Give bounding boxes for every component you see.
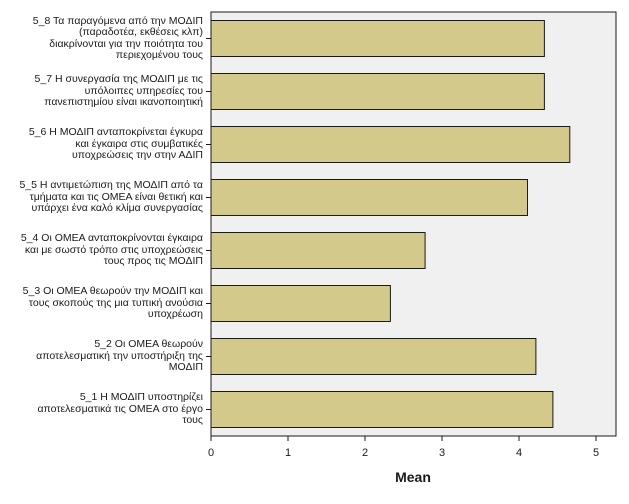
bar [210, 338, 537, 375]
x-axis-title: Mean [395, 469, 431, 485]
x-tick-label: 5 [593, 447, 599, 459]
bar [210, 126, 571, 163]
category-label: 5_7 Η συνεργασία της ΜΟΔΙΠ με τις υπόλοι… [34, 73, 203, 109]
bar [210, 232, 426, 269]
bar [210, 179, 528, 216]
x-tick-label: 3 [439, 447, 445, 459]
bar [210, 20, 545, 57]
bar [210, 391, 554, 428]
x-tick-label: 0 [208, 447, 214, 459]
x-tick-label: 1 [285, 447, 291, 459]
category-label: 5_6 Η ΜΟΔΙΠ ανταποκρίνεται έγκυρα και έγ… [28, 126, 203, 162]
category-label: 5_8 Τα παραγόμενα από την ΜΟΔΙΠ (παραδοτ… [32, 14, 203, 61]
category-label: 5_1 Η ΜΟΔΙΠ υποστηρίζει αποτελεσματικά τ… [37, 391, 203, 427]
x-tick-label: 2 [362, 447, 368, 459]
bar [210, 73, 545, 110]
x-axis: 0 1 2 3 4 5 [208, 436, 599, 459]
x-tick-label: 4 [516, 447, 522, 459]
category-label: 5_3 Οι ΟΜΕΑ θεωρούν την ΜΟΔΙΠ και τους σ… [22, 285, 203, 321]
bars-layer [206, 20, 571, 428]
category-label: 5_4 Οι ΟΜΕΑ ανταποκρίνονται έγκαιρα και … [20, 232, 203, 268]
category-label: 5_2 Οι ΟΜΕΑ θεωρούν αποτελεσματική την υ… [36, 338, 203, 374]
category-label: 5_5 Η αντιμετώπιση της ΜΟΔΙΠ από τα τμήμ… [19, 179, 203, 215]
bar [210, 285, 391, 322]
